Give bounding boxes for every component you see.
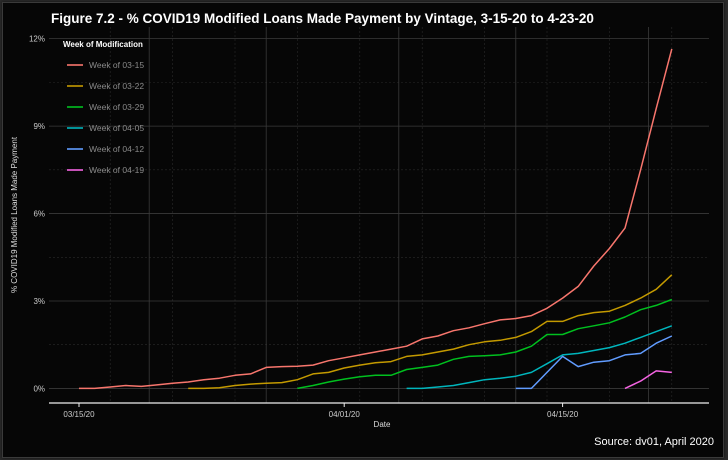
x-tick-label: 04/01/20	[329, 410, 361, 419]
series-line	[624, 370, 672, 390]
series-line	[515, 335, 673, 390]
legend-entry: Week of 03-29	[89, 102, 144, 112]
y-tick-label: 9%	[33, 122, 45, 131]
y-tick-label: 6%	[33, 210, 45, 219]
y-tick-label: 3%	[33, 297, 45, 306]
legend-title: Week of Modification	[63, 40, 143, 49]
x-tick-label: 03/15/20	[63, 410, 95, 419]
legend-entry: Week of 04-05	[89, 123, 144, 133]
x-axis-title: Date	[374, 420, 391, 429]
series-line	[188, 274, 673, 390]
series-line	[79, 48, 673, 390]
legend-entry: Week of 03-15	[89, 60, 144, 70]
legend-entry: Week of 04-19	[89, 165, 144, 175]
series-line	[406, 325, 673, 390]
x-tick-label: 04/15/20	[547, 410, 579, 419]
y-tick-label: 0%	[33, 384, 45, 393]
y-axis-title: % COVID19 Modified Loans Made Payment	[10, 136, 19, 293]
y-tick-label: 12%	[29, 35, 45, 44]
source-note: Source: dv01, April 2020	[594, 436, 714, 448]
line-chart: 0% 3% 6% 9% 12% 03/15/20 04/01/20 04/15/20 Date%…	[10, 27, 709, 429]
series-line	[297, 298, 673, 390]
chart-title: Figure 7.2 - % COVID19 Modified Loans Ma…	[51, 11, 594, 26]
legend-entry: Week of 03-22	[89, 81, 144, 91]
legend-entry: Week of 04-12	[89, 144, 144, 154]
